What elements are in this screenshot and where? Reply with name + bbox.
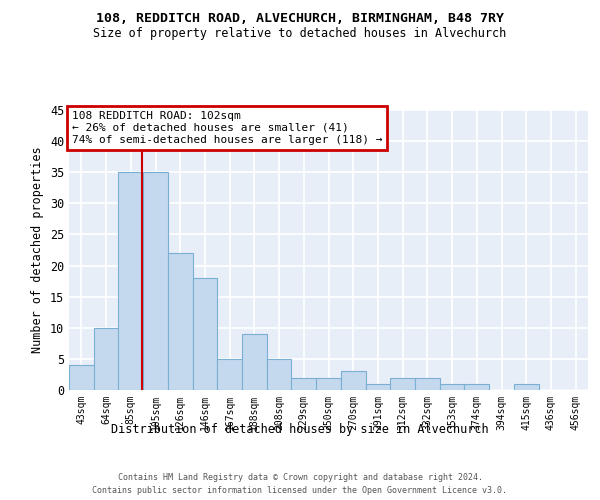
Bar [69, 365, 94, 390]
Bar [464, 384, 489, 390]
Bar [217, 359, 242, 390]
Bar [341, 372, 365, 390]
Bar [94, 328, 118, 390]
Text: 108, REDDITCH ROAD, ALVECHURCH, BIRMINGHAM, B48 7RY: 108, REDDITCH ROAD, ALVECHURCH, BIRMINGH… [96, 12, 504, 26]
Bar [143, 172, 168, 390]
Bar [267, 359, 292, 390]
Bar [292, 378, 316, 390]
Text: Size of property relative to detached houses in Alvechurch: Size of property relative to detached ho… [94, 28, 506, 40]
Bar [440, 384, 464, 390]
Text: Contains HM Land Registry data © Crown copyright and database right 2024.: Contains HM Land Registry data © Crown c… [118, 472, 482, 482]
Bar [365, 384, 390, 390]
Text: 108 REDDITCH ROAD: 102sqm
← 26% of detached houses are smaller (41)
74% of semi-: 108 REDDITCH ROAD: 102sqm ← 26% of detac… [71, 112, 382, 144]
Bar [514, 384, 539, 390]
Text: Contains public sector information licensed under the Open Government Licence v3: Contains public sector information licen… [92, 486, 508, 495]
Bar [390, 378, 415, 390]
Bar [316, 378, 341, 390]
Bar [415, 378, 440, 390]
Bar [242, 334, 267, 390]
Y-axis label: Number of detached properties: Number of detached properties [31, 146, 44, 354]
Bar [118, 172, 143, 390]
Bar [193, 278, 217, 390]
Text: Distribution of detached houses by size in Alvechurch: Distribution of detached houses by size … [111, 422, 489, 436]
Bar [168, 253, 193, 390]
